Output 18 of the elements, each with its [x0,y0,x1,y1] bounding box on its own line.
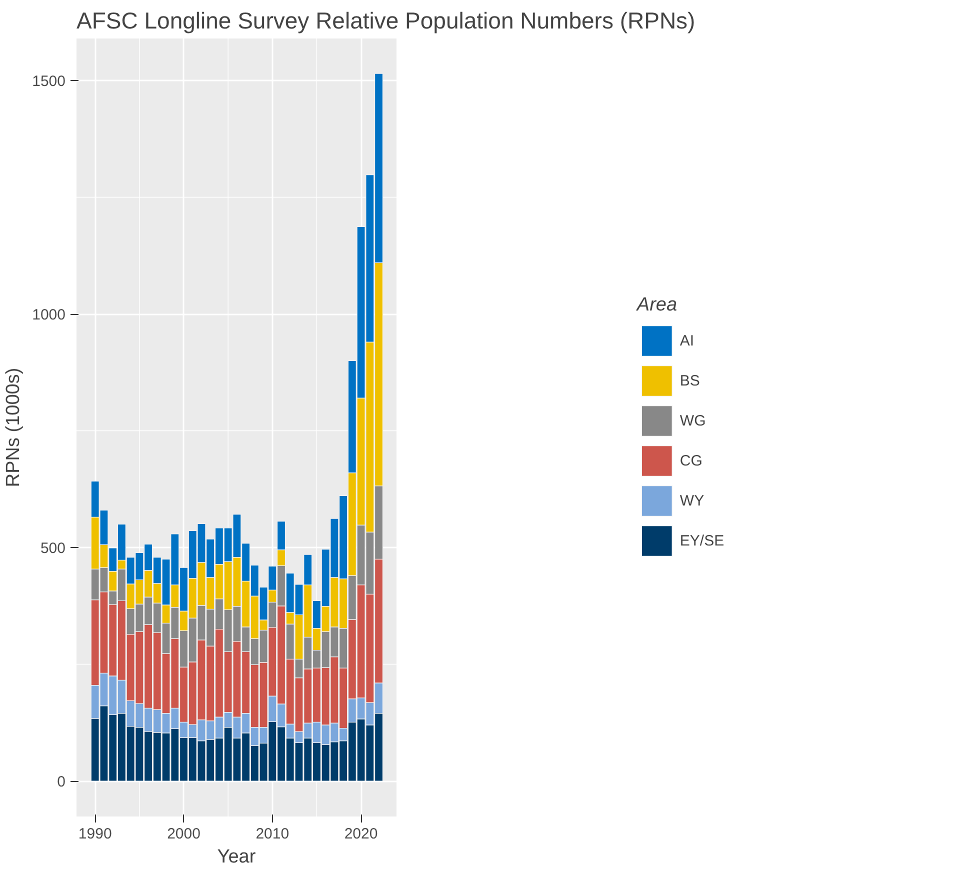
x-tick-label: 2000 [167,826,200,842]
legend-label: WY [680,492,704,509]
legend-title: Area [636,294,678,316]
y-tick-label: 0 [57,774,66,791]
x-tick-label: 1990 [78,826,112,842]
legend-label: EY/SE [680,532,724,549]
legend-label: BS [680,372,700,389]
y-axis-title: RPNs (1000s) [3,368,24,488]
legend-label: WG [680,412,706,429]
y-tick-label: 1500 [32,73,66,90]
y-tick-label: 1000 [32,306,66,324]
legend-label: AI [680,332,696,349]
x-tick-label: 2010 [256,826,290,842]
x-tick-label: 2020 [344,826,378,842]
legend-label: CG [680,452,702,469]
x-axis-title: Year [217,846,256,868]
y-tick-label: 500 [40,540,66,558]
chart-title: AFSC Longline Survey Relative Population Numbers (RPNs) [76,8,696,34]
